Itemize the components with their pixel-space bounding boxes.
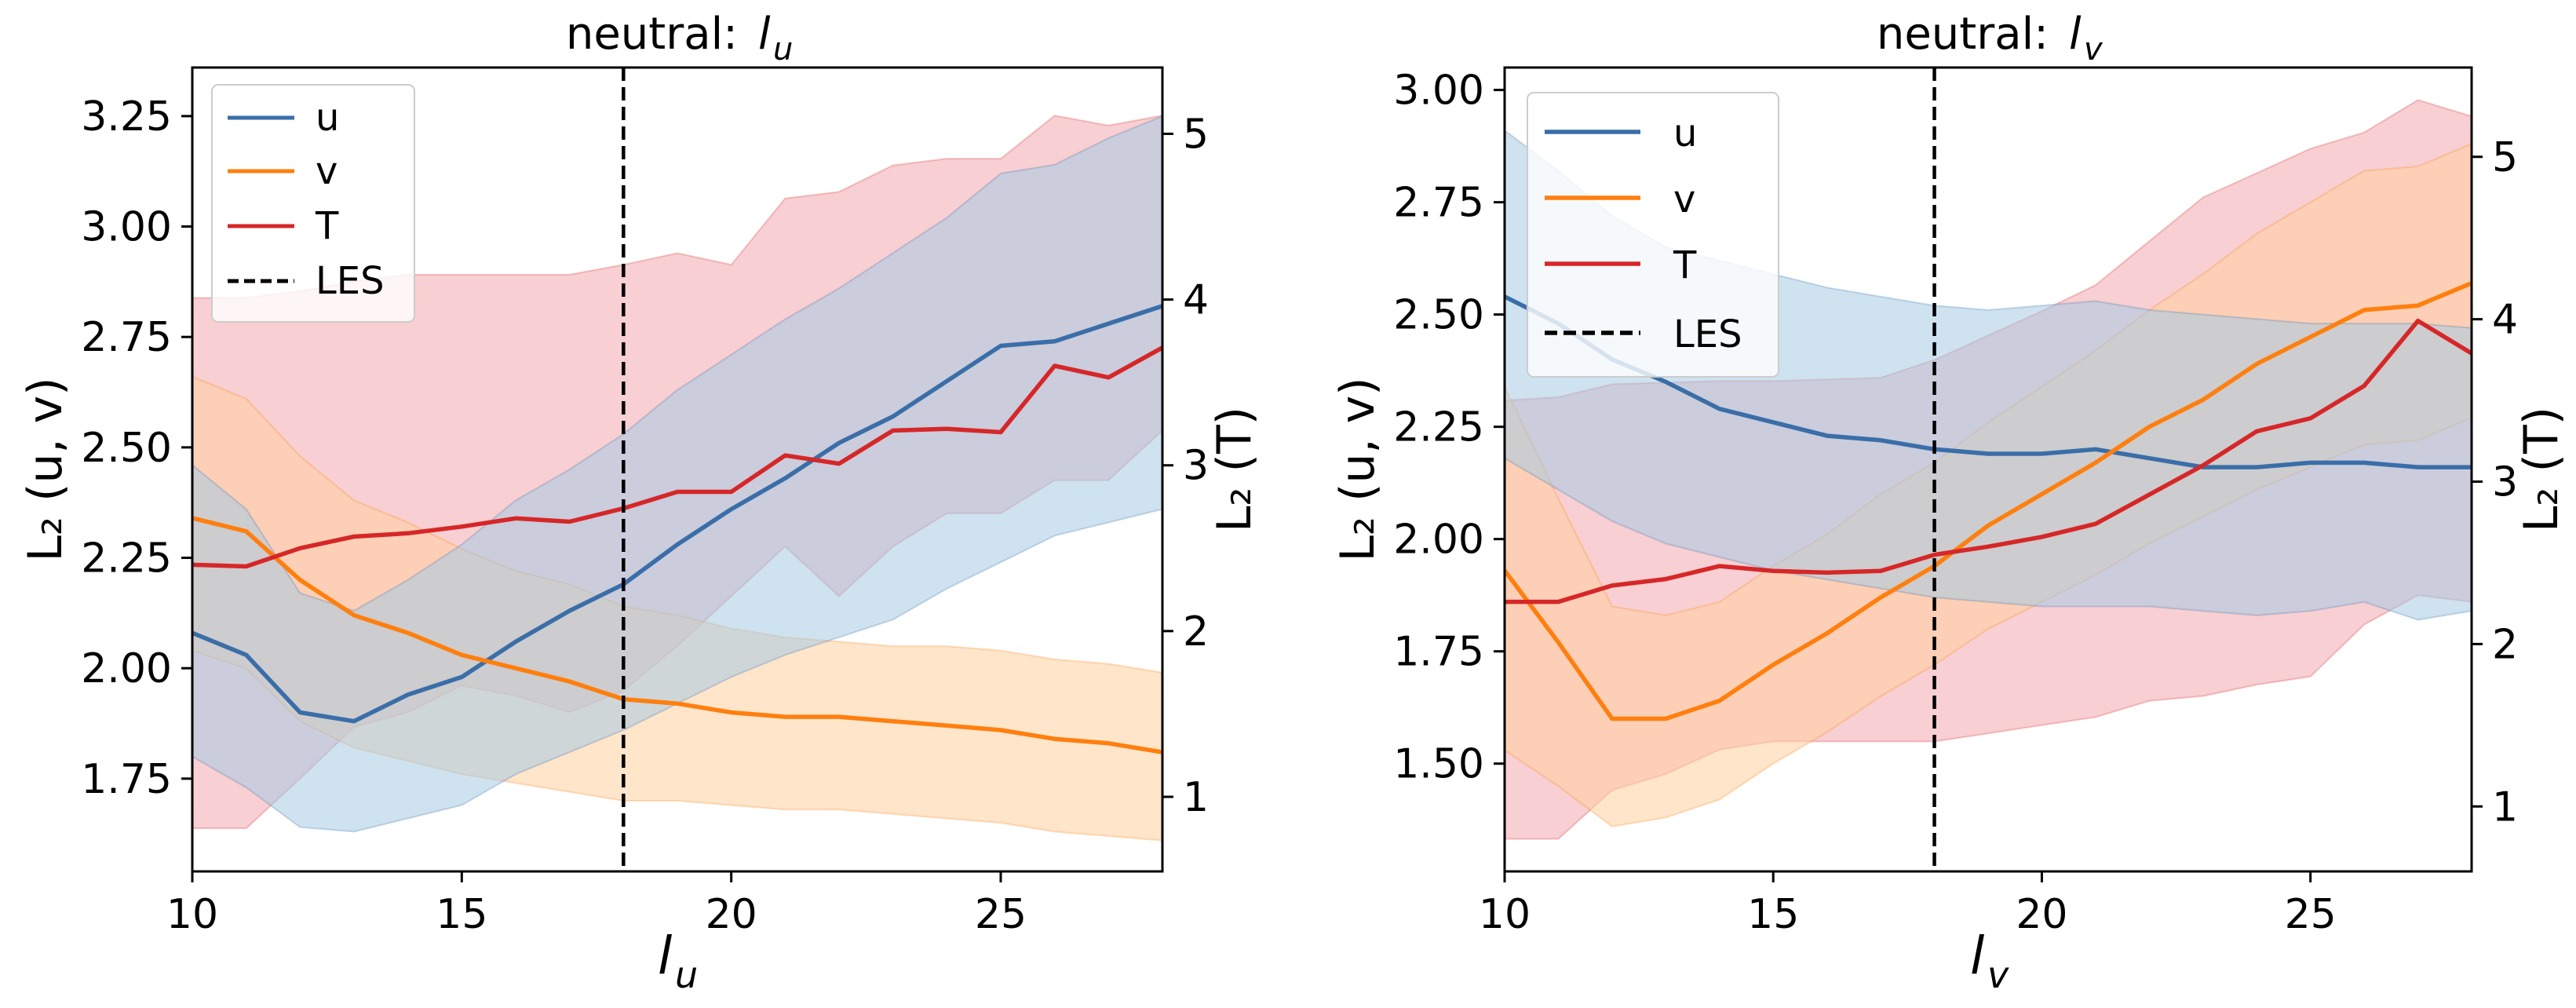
legend-label-v: v bbox=[316, 149, 338, 193]
y-right-axis-label: L₂ (T) bbox=[2514, 407, 2569, 532]
y-right-tick-label: 1 bbox=[2492, 783, 2518, 831]
legend: u v T LES bbox=[1527, 92, 1779, 378]
y-left-tick-label: 3.00 bbox=[81, 204, 172, 251]
y-left-tick-label: 2.75 bbox=[81, 314, 172, 361]
series-line-T bbox=[1505, 318, 2472, 604]
legend-box bbox=[211, 84, 415, 323]
x-axis-label: l bbox=[1970, 926, 1985, 986]
panel-lv: neutral: l v 10 15 20 25 1.501.752.002.252.… bbox=[1330, 9, 2569, 996]
y-right-tick-label: 2 bbox=[1183, 608, 1209, 656]
y-right-tick-label: 1 bbox=[1183, 774, 1209, 821]
series-line-v bbox=[192, 516, 1162, 754]
x-axis-label-subscript: v bbox=[1987, 954, 2009, 996]
series-line-v bbox=[1505, 281, 2472, 721]
y-right-tick-label: 5 bbox=[2492, 134, 2518, 181]
y-left-tick-label: 1.50 bbox=[1393, 741, 1484, 788]
y-left-tick-label: 3.25 bbox=[81, 93, 172, 141]
x-tick-label: 20 bbox=[2016, 891, 2067, 938]
legend-label-les: LES bbox=[1673, 312, 1742, 356]
y-right-tick-label: 4 bbox=[1183, 277, 1209, 324]
legend: u v T LES bbox=[211, 84, 415, 323]
y-right-tick-label: 3 bbox=[2492, 459, 2518, 506]
x-tick-label: 15 bbox=[1747, 891, 1799, 938]
y-right-axis-ticks: 1 2 3 4 5 bbox=[1162, 111, 1209, 821]
y-left-axis-ticks: 1.50 1.75 2.00 2.25 2.50 2.75 3.00 bbox=[1393, 68, 1505, 788]
plot-title: neutral: bbox=[1877, 9, 2049, 60]
y-left-axis-ticks: 1.75 2.00 2.25 2.50 2.75 3.00 3.25 bbox=[81, 93, 192, 803]
x-tick-label: 25 bbox=[975, 891, 1027, 938]
y-right-axis-ticks: 1 2 3 4 5 bbox=[2472, 134, 2518, 831]
plot-title-variable: l bbox=[2069, 9, 2082, 60]
confidence-bands bbox=[1505, 99, 2472, 840]
plot-title-subscript: v bbox=[2084, 31, 2103, 68]
plot-title-variable: l bbox=[758, 9, 771, 60]
legend-box bbox=[1527, 92, 1779, 378]
y-right-tick-label: 4 bbox=[2492, 297, 2518, 344]
x-tick-label: 10 bbox=[166, 891, 218, 938]
y-right-axis-label: L₂ (T) bbox=[1207, 407, 1262, 532]
x-axis-label-subscript: u bbox=[675, 954, 698, 996]
x-tick-label: 15 bbox=[436, 891, 487, 938]
y-left-tick-label: 2.25 bbox=[81, 535, 172, 583]
series-line-u bbox=[192, 304, 1162, 724]
y-left-axis-label: L₂ (u, v) bbox=[1330, 377, 1385, 561]
x-axis-label: l bbox=[658, 926, 673, 986]
y-left-tick-label: 2.25 bbox=[1393, 404, 1484, 451]
x-axis-ticks: 10 15 20 25 bbox=[166, 871, 1027, 938]
legend-label-v: v bbox=[1673, 177, 1695, 221]
x-tick-label: 10 bbox=[1479, 891, 1531, 938]
band-u bbox=[192, 115, 1162, 833]
y-right-tick-label: 2 bbox=[2492, 621, 2518, 668]
legend-label-T: T bbox=[315, 204, 339, 248]
y-right-tick-label: 5 bbox=[1183, 111, 1209, 158]
y-left-tick-label: 1.75 bbox=[81, 756, 172, 803]
series-line-u bbox=[1505, 294, 2472, 469]
y-left-tick-label: 2.75 bbox=[1393, 180, 1484, 227]
y-left-axis-label: L₂ (u, v) bbox=[18, 377, 73, 561]
x-tick-label: 20 bbox=[706, 891, 757, 938]
legend-label-les: LES bbox=[316, 259, 385, 303]
y-left-tick-label: 2.50 bbox=[1393, 292, 1484, 339]
y-right-tick-label: 3 bbox=[1183, 443, 1209, 490]
x-axis-ticks: 10 15 20 25 bbox=[1479, 871, 2337, 938]
y-left-tick-label: 2.00 bbox=[81, 645, 172, 692]
series-lines bbox=[192, 304, 1162, 754]
legend-label-u: u bbox=[316, 96, 339, 140]
series-lines bbox=[1505, 281, 2472, 721]
y-left-tick-label: 2.50 bbox=[81, 425, 172, 472]
plot-frame bbox=[191, 66, 1164, 873]
plot-frame bbox=[1503, 66, 2473, 873]
y-left-tick-label: 2.00 bbox=[1393, 517, 1484, 564]
legend-label-u: u bbox=[1673, 111, 1697, 155]
plot-title: neutral: bbox=[566, 9, 738, 60]
panel-lu: neutral: l u 10 15 20 25 1.752.002.252.502.… bbox=[18, 9, 1262, 996]
legend-label-T: T bbox=[1673, 243, 1697, 287]
y-left-tick-label: 1.75 bbox=[1393, 629, 1484, 676]
plot-title-subscript: u bbox=[773, 31, 793, 68]
y-left-tick-label: 3.00 bbox=[1393, 68, 1484, 115]
x-tick-label: 25 bbox=[2285, 891, 2337, 938]
series-line-T bbox=[192, 345, 1162, 569]
